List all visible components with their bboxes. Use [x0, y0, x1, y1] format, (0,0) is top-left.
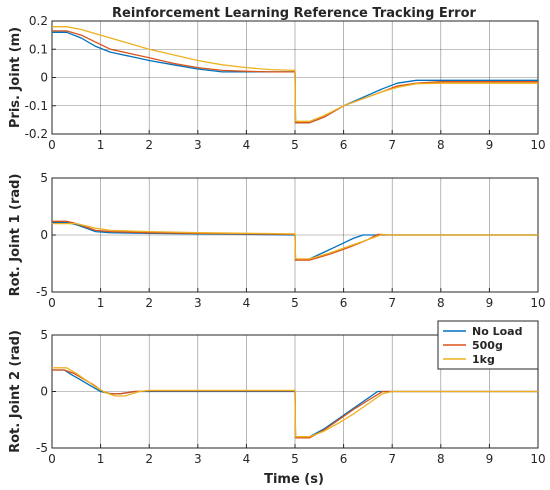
series-line-1kg — [52, 367, 538, 438]
x-tick-label: 3 — [194, 452, 202, 466]
x-tick-label: 6 — [340, 138, 348, 152]
y-tick-label: 0.1 — [29, 42, 48, 56]
x-tick-label: 4 — [243, 452, 251, 466]
legend-label: 1kg — [472, 353, 495, 366]
x-tick-label: 8 — [437, 452, 445, 466]
chart-title: Reinforcement Learning Reference Trackin… — [112, 6, 476, 21]
x-tick-label: 6 — [340, 296, 348, 310]
x-tick-label: 9 — [486, 452, 494, 466]
series-line-500g — [52, 30, 538, 124]
y-tick-label: -0.2 — [25, 127, 48, 141]
y-axis-label: Rot. Joint 2 (rad) — [8, 330, 23, 453]
series-line-1kg — [52, 222, 538, 260]
x-tick-label: 2 — [145, 138, 153, 152]
y-tick-label: -5 — [36, 441, 48, 455]
y-axis-label: Pris. Joint (m) — [8, 27, 23, 128]
legend-label: No Load — [472, 325, 522, 338]
x-axis-label: Time (s) — [264, 472, 324, 487]
x-tick-label: 9 — [486, 138, 494, 152]
x-tick-label: 6 — [340, 452, 348, 466]
x-tick-label: 8 — [437, 138, 445, 152]
x-tick-label: 2 — [145, 296, 153, 310]
x-tick-label: 7 — [388, 452, 396, 466]
x-tick-label: 4 — [243, 296, 251, 310]
y-tick-label: 0 — [40, 385, 48, 399]
x-tick-label: 5 — [291, 296, 299, 310]
x-tick-label: 10 — [530, 138, 545, 152]
x-tick-label: 0 — [48, 138, 56, 152]
x-tick-label: 3 — [194, 138, 202, 152]
x-tick-label: 9 — [486, 296, 494, 310]
y-tick-label: 5 — [40, 171, 48, 185]
y-tick-label: -5 — [36, 285, 48, 299]
x-tick-label: 7 — [388, 138, 396, 152]
x-tick-label: 1 — [97, 452, 105, 466]
y-tick-label: 0.2 — [29, 14, 48, 28]
y-axis-label: Rot. Joint 1 (rad) — [8, 174, 23, 297]
x-tick-label: 1 — [97, 296, 105, 310]
x-tick-label: 7 — [388, 296, 396, 310]
x-tick-label: 10 — [530, 296, 545, 310]
y-tick-label: 5 — [40, 328, 48, 342]
x-tick-label: 3 — [194, 296, 202, 310]
y-tick-label: 0 — [40, 228, 48, 242]
subplot-1: 0 1 2 3 4 5 6 7 8 9 10 -0.2 -0.1 0 0.1 0.2 Pris. Joint (… — [8, 14, 546, 152]
x-tick-label: 8 — [437, 296, 445, 310]
x-tick-label: 5 — [291, 138, 299, 152]
x-tick-label: 0 — [48, 452, 56, 466]
legend-label: 500g — [472, 339, 503, 352]
x-tick-label: 2 — [145, 452, 153, 466]
y-tick-label: -0.1 — [25, 99, 48, 113]
y-tick-label: 0 — [40, 71, 48, 85]
x-tick-label: 1 — [97, 138, 105, 152]
x-tick-label: 10 — [530, 452, 545, 466]
series-line-1kg — [52, 26, 538, 122]
x-tick-label: 4 — [243, 138, 251, 152]
x-tick-label: 5 — [291, 452, 299, 466]
x-tick-label: 0 — [48, 296, 56, 310]
